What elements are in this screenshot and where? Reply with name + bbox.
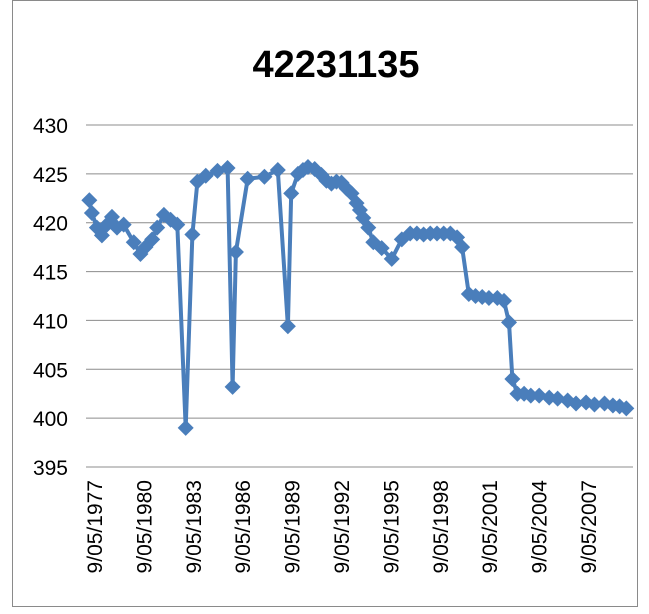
data-point [568, 395, 585, 412]
data-point [383, 250, 400, 267]
data-point [522, 387, 539, 404]
data-point [373, 240, 390, 257]
y-tick-label: 425 [33, 164, 68, 187]
x-tick-label: 9/05/1995 [380, 480, 403, 573]
data-point [480, 289, 497, 306]
data-point [269, 161, 286, 178]
x-tick-label: 9/05/1977 [84, 480, 107, 573]
y-axis: 395 400 405 410 415 420 425 430 [33, 115, 68, 480]
data-point [83, 204, 100, 221]
y-tick-label: 420 [33, 213, 68, 236]
data-point [501, 314, 518, 331]
data-point [360, 219, 377, 236]
data-point [504, 371, 521, 388]
data-point [618, 400, 635, 417]
data-point [586, 396, 603, 413]
y-tick-label: 400 [33, 408, 68, 431]
y-tick-label: 430 [33, 115, 68, 138]
data-point [197, 167, 214, 184]
data-point [549, 390, 566, 407]
chart-border [12, 0, 638, 607]
data-point [279, 318, 296, 335]
data-point [169, 216, 186, 233]
data-point [283, 185, 300, 202]
y-tick-label: 405 [33, 359, 68, 382]
data-point [239, 170, 256, 187]
data-point [224, 378, 241, 395]
data-point [125, 234, 142, 251]
x-tick-label: 9/05/1998 [430, 480, 453, 573]
data-point [149, 219, 166, 236]
x-tick-label: 9/05/1983 [183, 480, 206, 573]
data-point [144, 231, 161, 248]
data-point [256, 168, 273, 185]
x-tick-label: 9/05/2007 [578, 480, 601, 573]
data-point [495, 292, 512, 309]
x-tick-label: 9/05/1992 [331, 480, 354, 573]
x-tick-label: 9/05/2001 [479, 480, 502, 573]
x-axis: 9/05/1977 9/05/1980 9/05/1983 9/05/1986 9/05… [84, 480, 601, 574]
data-point [227, 244, 244, 261]
data-point [177, 419, 194, 436]
data-point [531, 387, 548, 404]
series [81, 159, 635, 436]
x-tick-label: 9/05/2004 [529, 480, 552, 574]
chart-title: 42231135 [253, 44, 420, 86]
x-tick-label: 9/05/1989 [282, 480, 305, 573]
gridlines [86, 124, 633, 468]
y-tick-label: 415 [33, 262, 68, 285]
data-point [454, 239, 471, 256]
y-tick-label: 395 [33, 457, 68, 480]
y-tick-label: 410 [33, 310, 68, 333]
data-point [219, 159, 236, 176]
data-point [184, 226, 201, 243]
data-point [81, 192, 98, 209]
x-tick-label: 9/05/1980 [133, 480, 156, 573]
data-point [115, 216, 132, 233]
x-tick-label: 9/05/1986 [232, 480, 255, 573]
